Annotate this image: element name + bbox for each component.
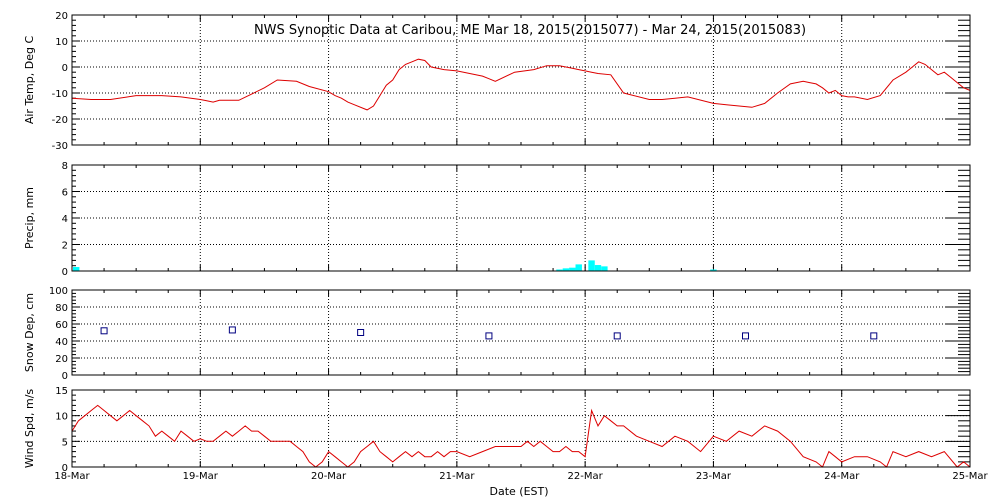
y-tick-label: 0 (62, 63, 68, 74)
precip-bar (73, 267, 80, 271)
y-tick-label: 80 (55, 303, 68, 314)
y-tick-label: 40 (55, 337, 68, 348)
x-tick-label: 25-Mar (952, 471, 988, 482)
panel-frame (71, 14, 971, 146)
precip-bar (601, 266, 608, 271)
x-tick-label: 21-Mar (439, 471, 475, 482)
x-axis-title: Date (EST) (489, 485, 548, 498)
y-tick-label: -10 (52, 89, 68, 100)
x-tick-label: 19-Mar (183, 471, 219, 482)
panel-1: -30 -20 -10 0 10 20 Air Temp, Deg C (23, 11, 971, 152)
y-tick-label: 0 (62, 371, 68, 382)
snow-depth-point (613, 332, 621, 340)
y-tick-label: -30 (52, 141, 68, 152)
y-tick-label: 15 (55, 386, 68, 397)
snow-depth-point (485, 332, 493, 340)
y-tick-label: -20 (52, 115, 68, 126)
y-tick-label: 4 (62, 214, 68, 225)
y-tick-label: 0 (62, 267, 68, 278)
precip-bar (710, 269, 717, 271)
y-axis-title: Snow Dep, cm (23, 293, 36, 372)
y-tick-label: 60 (55, 320, 68, 331)
y-axis-title: Precip, mm (23, 187, 36, 249)
y-tick-label: 2 (62, 241, 68, 252)
y-tick-label: 5 (62, 437, 68, 448)
precip-bar (594, 265, 602, 271)
snow-depth-point (870, 332, 878, 340)
y-axis-title: Air Temp, Deg C (23, 36, 36, 125)
snow-depth-point (100, 327, 108, 335)
x-tick-label: 22-Mar (568, 471, 604, 482)
y-tick-label: 8 (62, 161, 68, 172)
y-axis-title: Wind Spd, m/s (23, 389, 36, 469)
precip-bar (588, 260, 595, 271)
x-tick-label: 23-Mar (696, 471, 732, 482)
y-tick-label: 6 (62, 188, 68, 199)
chart-title: NWS Synoptic Data at Caribou, ME Mar 18,… (254, 23, 806, 38)
x-tick-label: 20-Mar (311, 471, 347, 482)
y-tick-label: 20 (55, 354, 68, 365)
y-tick-label: 10 (55, 412, 68, 423)
x-tick-label: 24-Mar (824, 471, 860, 482)
snow-depth-point (357, 329, 365, 336)
panel-4: 0 5 10 15 Wind Spd, m/s (23, 386, 971, 474)
snow-depth-point (742, 332, 749, 340)
panel-frame (71, 289, 971, 376)
precip-bar (562, 268, 570, 271)
panel-frame (71, 389, 971, 468)
panel-3: 0 20 40 60 80 100 Snow Dep, cm (23, 286, 971, 382)
y-tick-label: 10 (55, 37, 68, 48)
precip-bar (569, 267, 576, 271)
snow-depth-point (228, 326, 236, 334)
precip-bar (575, 264, 582, 271)
x-tick-label: 18-Mar (54, 471, 90, 482)
y-tick-label: 20 (55, 11, 68, 22)
precip-bar (556, 269, 563, 271)
y-tick-label: 100 (49, 286, 68, 297)
panel-frame (71, 164, 971, 272)
y-tick-label: 0 (62, 463, 68, 474)
chart-panels: -30 -20 -10 0 10 20 Air Temp, Deg C 0 2 4 6 8 Precip… (23, 11, 988, 482)
panel-2: 0 2 4 6 8 Precip, mm (23, 161, 971, 278)
series-line (71, 404, 971, 468)
series-line (71, 58, 971, 111)
